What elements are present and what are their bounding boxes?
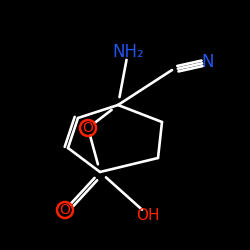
Text: NH₂: NH₂ <box>112 43 144 61</box>
Text: OH: OH <box>136 208 160 222</box>
Text: O: O <box>82 121 94 135</box>
Text: N: N <box>202 53 214 71</box>
Text: O: O <box>60 203 70 217</box>
